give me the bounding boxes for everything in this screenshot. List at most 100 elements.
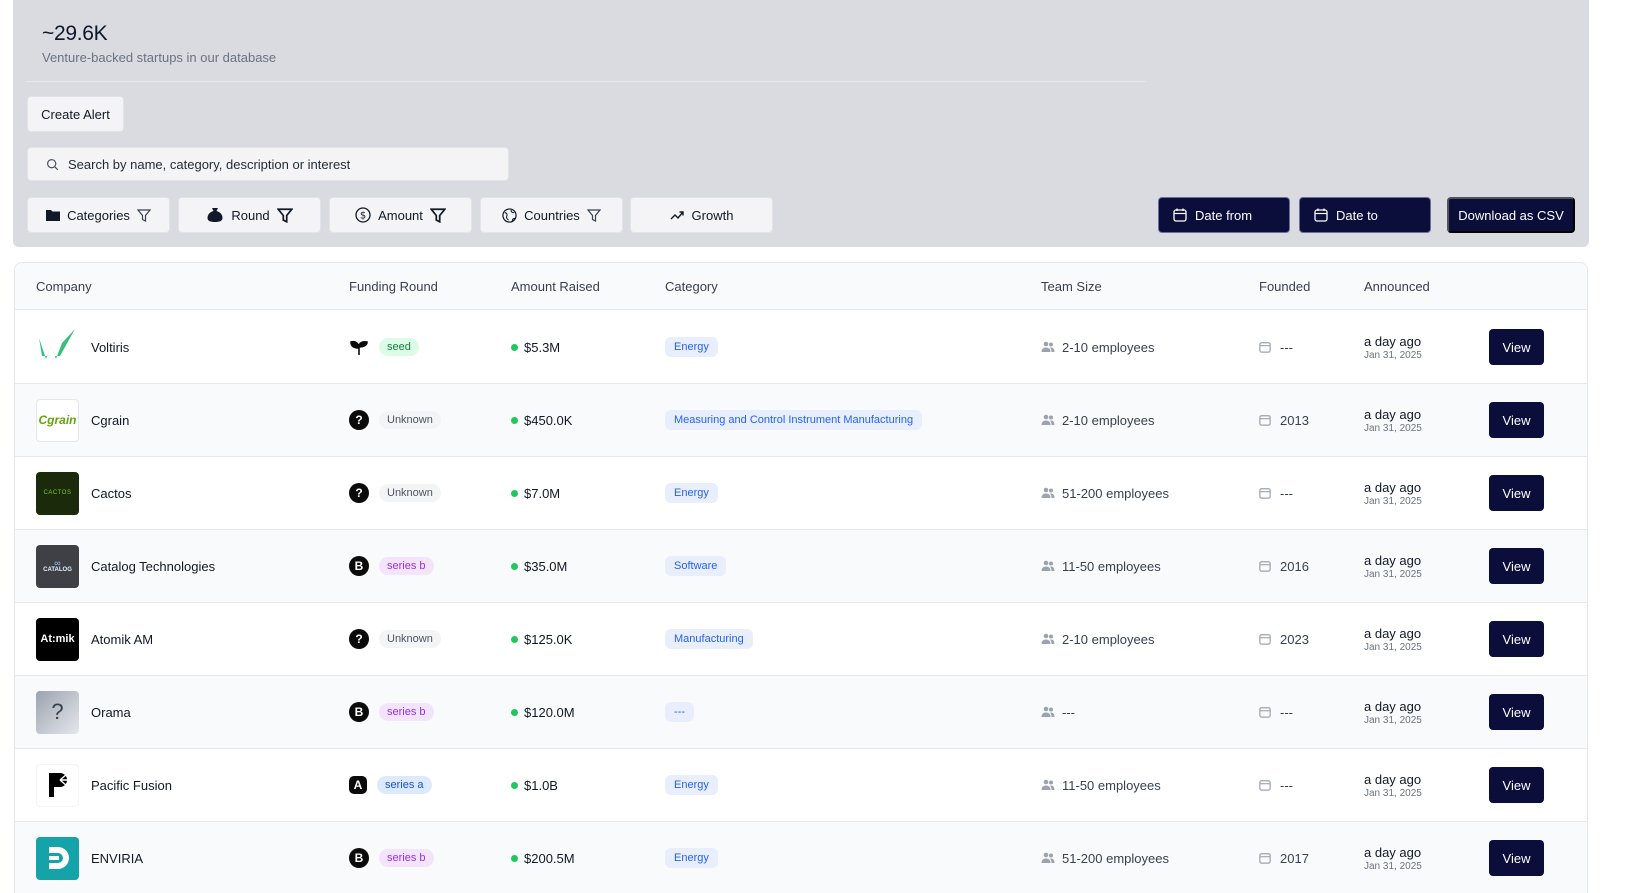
view-button[interactable]: View (1489, 475, 1544, 511)
amount-dot (511, 854, 518, 862)
view-button[interactable]: View (1489, 548, 1544, 584)
category-badge[interactable]: Energy (665, 775, 718, 795)
announced-relative: a day ago (1364, 333, 1422, 349)
view-cell: View (1489, 311, 1544, 383)
funding-round-cell: B series b (349, 676, 434, 748)
announced-cell: a day ago Jan 31, 2025 (1364, 530, 1422, 602)
amount-cell: $450.0K (511, 384, 572, 456)
table-row[interactable]: CACTOS Cactos ? Unknown $7.0M Energy 51-… (15, 457, 1587, 530)
calendar-icon (1259, 707, 1271, 718)
announced-cell: a day ago Jan 31, 2025 (1364, 384, 1422, 456)
download-csv-button[interactable]: Download as CSV (1447, 197, 1575, 233)
company-cell: At:mik Atomik AM (36, 603, 153, 675)
round-badge: Unknown (379, 630, 441, 648)
round-filter-button[interactable]: Round (178, 197, 321, 233)
view-button[interactable]: View (1489, 402, 1544, 438)
founded-value: --- (1280, 777, 1293, 793)
funding-round-cell: ? Unknown (349, 457, 441, 529)
company-logo (36, 763, 79, 807)
svg-text:$: $ (360, 211, 366, 222)
announced-date: Jan 31, 2025 (1364, 422, 1422, 434)
view-cell: View (1489, 457, 1544, 529)
founded-value: --- (1280, 339, 1293, 355)
date-to-label: Date to (1336, 207, 1378, 223)
growth-filter-button[interactable]: Growth (630, 197, 773, 233)
team-size-cell: 2-10 employees (1041, 603, 1155, 675)
users-icon (1041, 633, 1055, 644)
category-badge[interactable]: Software (665, 556, 727, 576)
category-badge[interactable]: Measuring and Control Instrument Manufac… (665, 410, 923, 430)
amount-value: $1.0B (524, 777, 558, 793)
round-badge: series b (379, 703, 434, 721)
view-cell: View (1489, 676, 1544, 748)
announced-cell: a day ago Jan 31, 2025 (1364, 676, 1422, 748)
category-cell: Manufacturing (665, 603, 753, 675)
category-cell: Software (665, 530, 727, 602)
table-row[interactable]: Voltiris seed $5.3M Energy 2-10 employee… (15, 311, 1587, 384)
amount-value: $450.0K (524, 412, 573, 428)
category-badge[interactable]: Energy (665, 848, 718, 868)
table-row[interactable]: ? Orama B series b $120.0M --- --- --- a… (15, 676, 1587, 749)
calendar-icon (1259, 415, 1271, 426)
amount-cell: $200.5M (511, 822, 575, 893)
amount-value: $7.0M (524, 485, 561, 501)
company-name: Orama (91, 704, 131, 720)
amount-cell: $7.0M (511, 457, 560, 529)
founded-cell: 2017 (1259, 822, 1309, 893)
calendar-icon (1259, 780, 1271, 791)
team-size-cell: 51-200 employees (1041, 822, 1169, 893)
company-name: Pacific Fusion (91, 777, 172, 793)
founded-value: 2016 (1280, 558, 1309, 574)
calendar-icon (1259, 634, 1271, 645)
company-cell: ? Orama (36, 676, 131, 748)
categories-filter-button[interactable]: Categories (27, 197, 170, 233)
founded-value: 2017 (1280, 850, 1309, 866)
view-cell: View (1489, 384, 1544, 456)
round-badge: seed (379, 338, 419, 356)
search-box[interactable] (27, 147, 509, 181)
view-button[interactable]: View (1489, 694, 1544, 730)
users-icon (1041, 706, 1055, 717)
countries-filter-button[interactable]: Countries (480, 197, 623, 233)
calendar-icon (1259, 853, 1271, 864)
view-button[interactable]: View (1489, 767, 1544, 803)
amount-dot (511, 781, 518, 789)
company-logo (36, 836, 79, 880)
founded-value: 2013 (1280, 412, 1309, 428)
column-header-funding-round: Funding Round (349, 279, 438, 294)
table-row[interactable]: Cgrain Cgrain ? Unknown $450.0K Measurin… (15, 384, 1587, 457)
table-row[interactable]: ∞ CATALOG Catalog Technologies B series … (15, 530, 1587, 603)
category-badge[interactable]: --- (665, 702, 694, 722)
funding-round-cell: ? Unknown (349, 384, 441, 456)
announced-cell: a day ago Jan 31, 2025 (1364, 311, 1422, 383)
table-row[interactable]: At:mik Atomik AM ? Unknown $125.0K Manuf… (15, 603, 1587, 676)
date-from-button[interactable]: Date from (1158, 197, 1290, 233)
unknown-round-icon: ? (349, 410, 369, 430)
amount-filter-button[interactable]: $ Amount (329, 197, 472, 233)
filter-funnel-icon (429, 207, 446, 223)
team-size-cell: 11-50 employees (1041, 530, 1161, 602)
founded-cell: --- (1259, 676, 1293, 748)
team-size-cell: 51-200 employees (1041, 457, 1169, 529)
category-badge[interactable]: Energy (665, 483, 718, 503)
create-alert-button[interactable]: Create Alert (27, 96, 124, 132)
founded-value: 2023 (1280, 631, 1309, 647)
search-input[interactable] (68, 156, 488, 172)
company-logo: At:mik (36, 617, 79, 661)
amount-dot (511, 635, 518, 643)
funding-round-cell: seed (349, 311, 419, 383)
category-badge[interactable]: Manufacturing (665, 629, 753, 649)
view-button[interactable]: View (1489, 621, 1544, 657)
table-row[interactable]: Pacific Fusion A series a $1.0B Energy 1… (15, 749, 1587, 822)
amount-value: $5.3M (524, 339, 561, 355)
amount-cell: $125.0K (511, 603, 572, 675)
date-to-button[interactable]: Date to (1299, 197, 1431, 233)
announced-date: Jan 31, 2025 (1364, 714, 1422, 726)
announced-relative: a day ago (1364, 406, 1422, 422)
view-button[interactable]: View (1489, 329, 1544, 365)
table-row[interactable]: ENVIRIA B series b $200.5M Energy 51-200… (15, 822, 1587, 893)
series-b-icon: B (349, 702, 369, 722)
view-button[interactable]: View (1489, 840, 1544, 876)
company-cell: CACTOS Cactos (36, 457, 131, 529)
category-badge[interactable]: Energy (665, 337, 718, 357)
